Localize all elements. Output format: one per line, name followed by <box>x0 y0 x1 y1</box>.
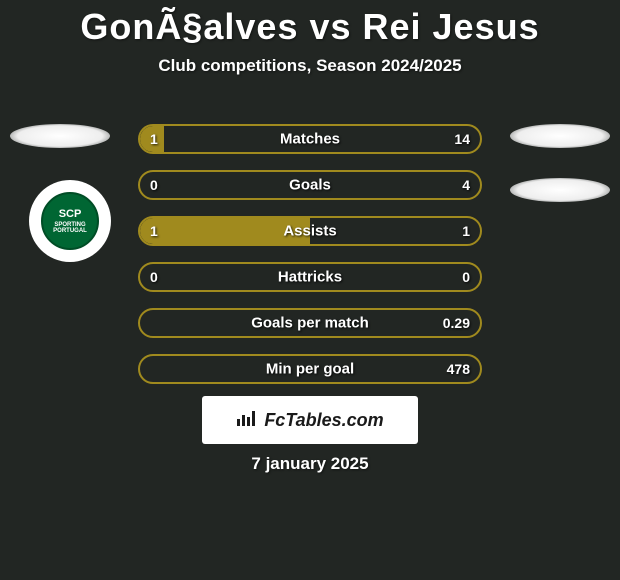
stat-label: Hattricks <box>140 269 480 286</box>
stat-row: 0Hattricks0 <box>138 262 482 292</box>
page-subtitle: Club competitions, Season 2024/2025 <box>0 56 620 76</box>
stat-right-value: 4 <box>462 177 470 193</box>
stat-right-value: 14 <box>454 131 470 147</box>
player-shadow-right <box>510 124 610 148</box>
player-shadow-right-2 <box>510 178 610 202</box>
stat-row: Min per goal478 <box>138 354 482 384</box>
stat-label: Goals <box>140 177 480 194</box>
stat-row: 1Matches14 <box>138 124 482 154</box>
club-badge-inner: SCP SPORTING PORTUGAL <box>41 192 99 250</box>
stat-row: 0Goals4 <box>138 170 482 200</box>
stat-label: Goals per match <box>140 315 480 332</box>
stat-row: Goals per match0.29 <box>138 308 482 338</box>
stat-right-value: 1 <box>462 223 470 239</box>
stat-right-value: 0.29 <box>443 315 470 331</box>
stats-bars: 1Matches140Goals41Assists10Hattricks0Goa… <box>138 124 482 400</box>
chart-icon <box>236 409 258 432</box>
site-logo: FcTables.com <box>202 396 418 444</box>
stat-right-value: 478 <box>447 361 470 377</box>
logo-text: FcTables.com <box>264 410 383 431</box>
page-title: GonÃ§alves vs Rei Jesus <box>0 0 620 48</box>
stat-label: Min per goal <box>140 361 480 378</box>
badge-line-3: PORTUGAL <box>53 228 87 234</box>
stat-row: 1Assists1 <box>138 216 482 246</box>
stat-right-value: 0 <box>462 269 470 285</box>
date-label: 7 january 2025 <box>0 454 620 474</box>
player-shadow-left <box>10 124 110 148</box>
club-badge: SCP SPORTING PORTUGAL <box>29 180 111 262</box>
badge-line-1: SCP <box>59 209 82 220</box>
stat-label: Assists <box>140 223 480 240</box>
stat-label: Matches <box>140 131 480 148</box>
